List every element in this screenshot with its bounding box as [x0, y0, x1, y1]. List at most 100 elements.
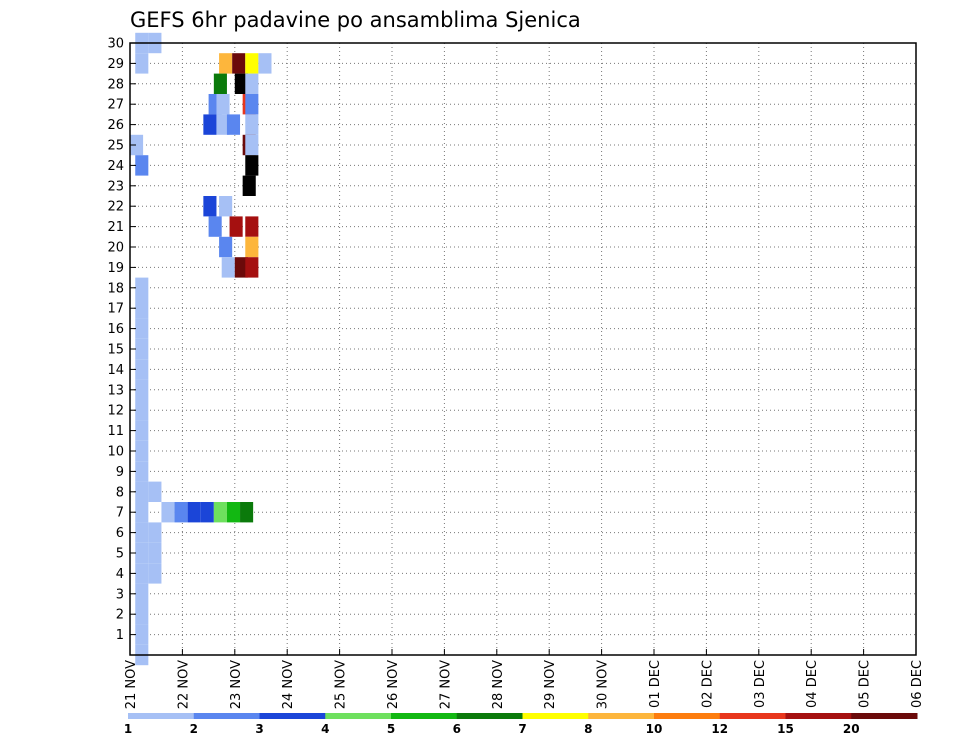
heatmap-cell	[148, 481, 162, 502]
heatmap-cell	[135, 583, 149, 604]
y-tick-label: 24	[107, 159, 124, 174]
legend-label: 6	[453, 722, 461, 736]
legend-swatch	[851, 713, 918, 719]
heatmap-cell	[234, 73, 248, 94]
heatmap-cell	[216, 114, 230, 135]
heatmap-cell	[229, 216, 243, 237]
y-tick-label: 5	[116, 547, 124, 562]
x-tick-label: 28 NOV	[491, 660, 506, 709]
legend-label: 20	[843, 722, 860, 736]
y-tick-label: 17	[107, 302, 124, 317]
heatmap-cell	[203, 196, 217, 217]
heatmap-cell	[245, 155, 259, 176]
legend-label: 8	[584, 722, 592, 736]
y-tick-label: 15	[107, 343, 124, 358]
y-tick-label: 18	[107, 281, 124, 296]
heatmap-cell	[245, 236, 259, 258]
y-tick-label: 7	[116, 506, 124, 521]
heatmap-cell	[135, 379, 149, 400]
heatmap-cell	[232, 53, 246, 74]
legend-swatch	[193, 713, 260, 719]
heatmap-cell	[135, 155, 149, 176]
x-tick-label: 21 NOV	[124, 660, 139, 709]
y-tick-label: 8	[116, 485, 124, 500]
y-tick-label: 6	[116, 526, 124, 541]
heatmap-cell	[135, 440, 149, 462]
y-tick-label: 4	[116, 567, 124, 582]
y-tick-label: 14	[107, 363, 124, 378]
cells-layer	[130, 32, 272, 666]
legend-swatch	[325, 713, 392, 719]
heatmap-cell	[216, 94, 230, 115]
heatmap-cell	[135, 338, 149, 360]
y-tick-label: 1	[116, 628, 124, 643]
y-tick-label: 10	[107, 445, 124, 460]
y-tick-label: 29	[107, 57, 124, 72]
heatmap-cell	[135, 461, 149, 482]
legend-swatch	[654, 713, 721, 719]
y-tick-label: 30	[107, 37, 124, 52]
heatmap-cell	[245, 73, 259, 94]
heatmap-cell	[240, 502, 254, 523]
legend-label: 4	[321, 722, 329, 736]
legend-swatch	[522, 713, 589, 719]
chart-title: GEFS 6hr padavine po ansamblima Sjenica	[130, 8, 581, 32]
heatmap-cell	[187, 502, 201, 523]
y-tick-label: 28	[107, 77, 124, 92]
heatmap-cell	[135, 604, 149, 625]
heatmap-cell	[221, 257, 235, 278]
heatmap-cell	[135, 53, 149, 74]
heatmap-cell	[135, 318, 149, 339]
heatmap-cell	[203, 114, 217, 135]
heatmap-cell	[213, 73, 227, 94]
y-tick-label: 12	[107, 404, 124, 419]
y-tick-label: 27	[107, 98, 124, 113]
heatmap-cell	[148, 542, 162, 564]
y-tick-label: 16	[107, 322, 124, 337]
x-tick-label: 22 NOV	[176, 660, 191, 709]
grid-layer	[130, 43, 916, 655]
legend-label: 2	[190, 722, 198, 736]
legend-label: 1	[124, 722, 132, 736]
legend-label: 10	[646, 722, 663, 736]
y-tick-label: 19	[107, 261, 124, 276]
y-tick-label: 2	[116, 608, 124, 623]
x-tick-label: 24 NOV	[281, 660, 296, 709]
x-axis: 21 NOV 22 NOV 23 NOV 24 NOV 25 NOV 26 NOV 27 N…	[124, 649, 925, 709]
y-tick-label: 11	[107, 424, 124, 439]
x-tick-label: 02 DEC	[700, 660, 715, 708]
heatmap-cell	[219, 53, 233, 74]
legend: 1 2 3 4 5 6 7 8 10 12 15 20	[124, 713, 918, 736]
heatmap-cell	[135, 481, 149, 502]
heatmap-cell	[245, 216, 259, 237]
heatmap-cell	[135, 522, 149, 543]
legend-swatch	[259, 713, 326, 719]
heatmap-cell	[245, 94, 259, 115]
legend-label: 7	[518, 722, 526, 736]
legend-swatch	[128, 713, 195, 719]
x-tick-label: 03 DEC	[753, 660, 768, 708]
heatmap-cell	[226, 114, 241, 135]
y-tick-label: 23	[107, 179, 124, 194]
legend-label: 12	[711, 722, 728, 736]
heatmap-cell	[135, 624, 149, 645]
heatmap-cell	[219, 196, 233, 217]
y-tick-label: 13	[107, 383, 124, 398]
y-tick-label: 9	[116, 465, 124, 480]
legend-swatch	[588, 713, 655, 719]
heatmap-cell	[148, 563, 162, 584]
heatmap-cell	[135, 359, 149, 380]
heatmap-cell	[161, 502, 175, 523]
heatmap-cell	[135, 502, 149, 523]
x-tick-label: 23 NOV	[229, 660, 244, 709]
legend-label: 3	[255, 722, 263, 736]
x-tick-label: 05 DEC	[858, 660, 873, 708]
y-tick-label: 22	[107, 200, 124, 215]
y-tick-label: 20	[107, 241, 124, 256]
legend-swatch	[719, 713, 786, 719]
heatmap-cell	[242, 175, 256, 196]
heatmap-cell	[213, 502, 227, 523]
y-tick-label: 3	[116, 587, 124, 602]
legend-swatch	[456, 713, 523, 719]
legend-label: 5	[387, 722, 395, 736]
